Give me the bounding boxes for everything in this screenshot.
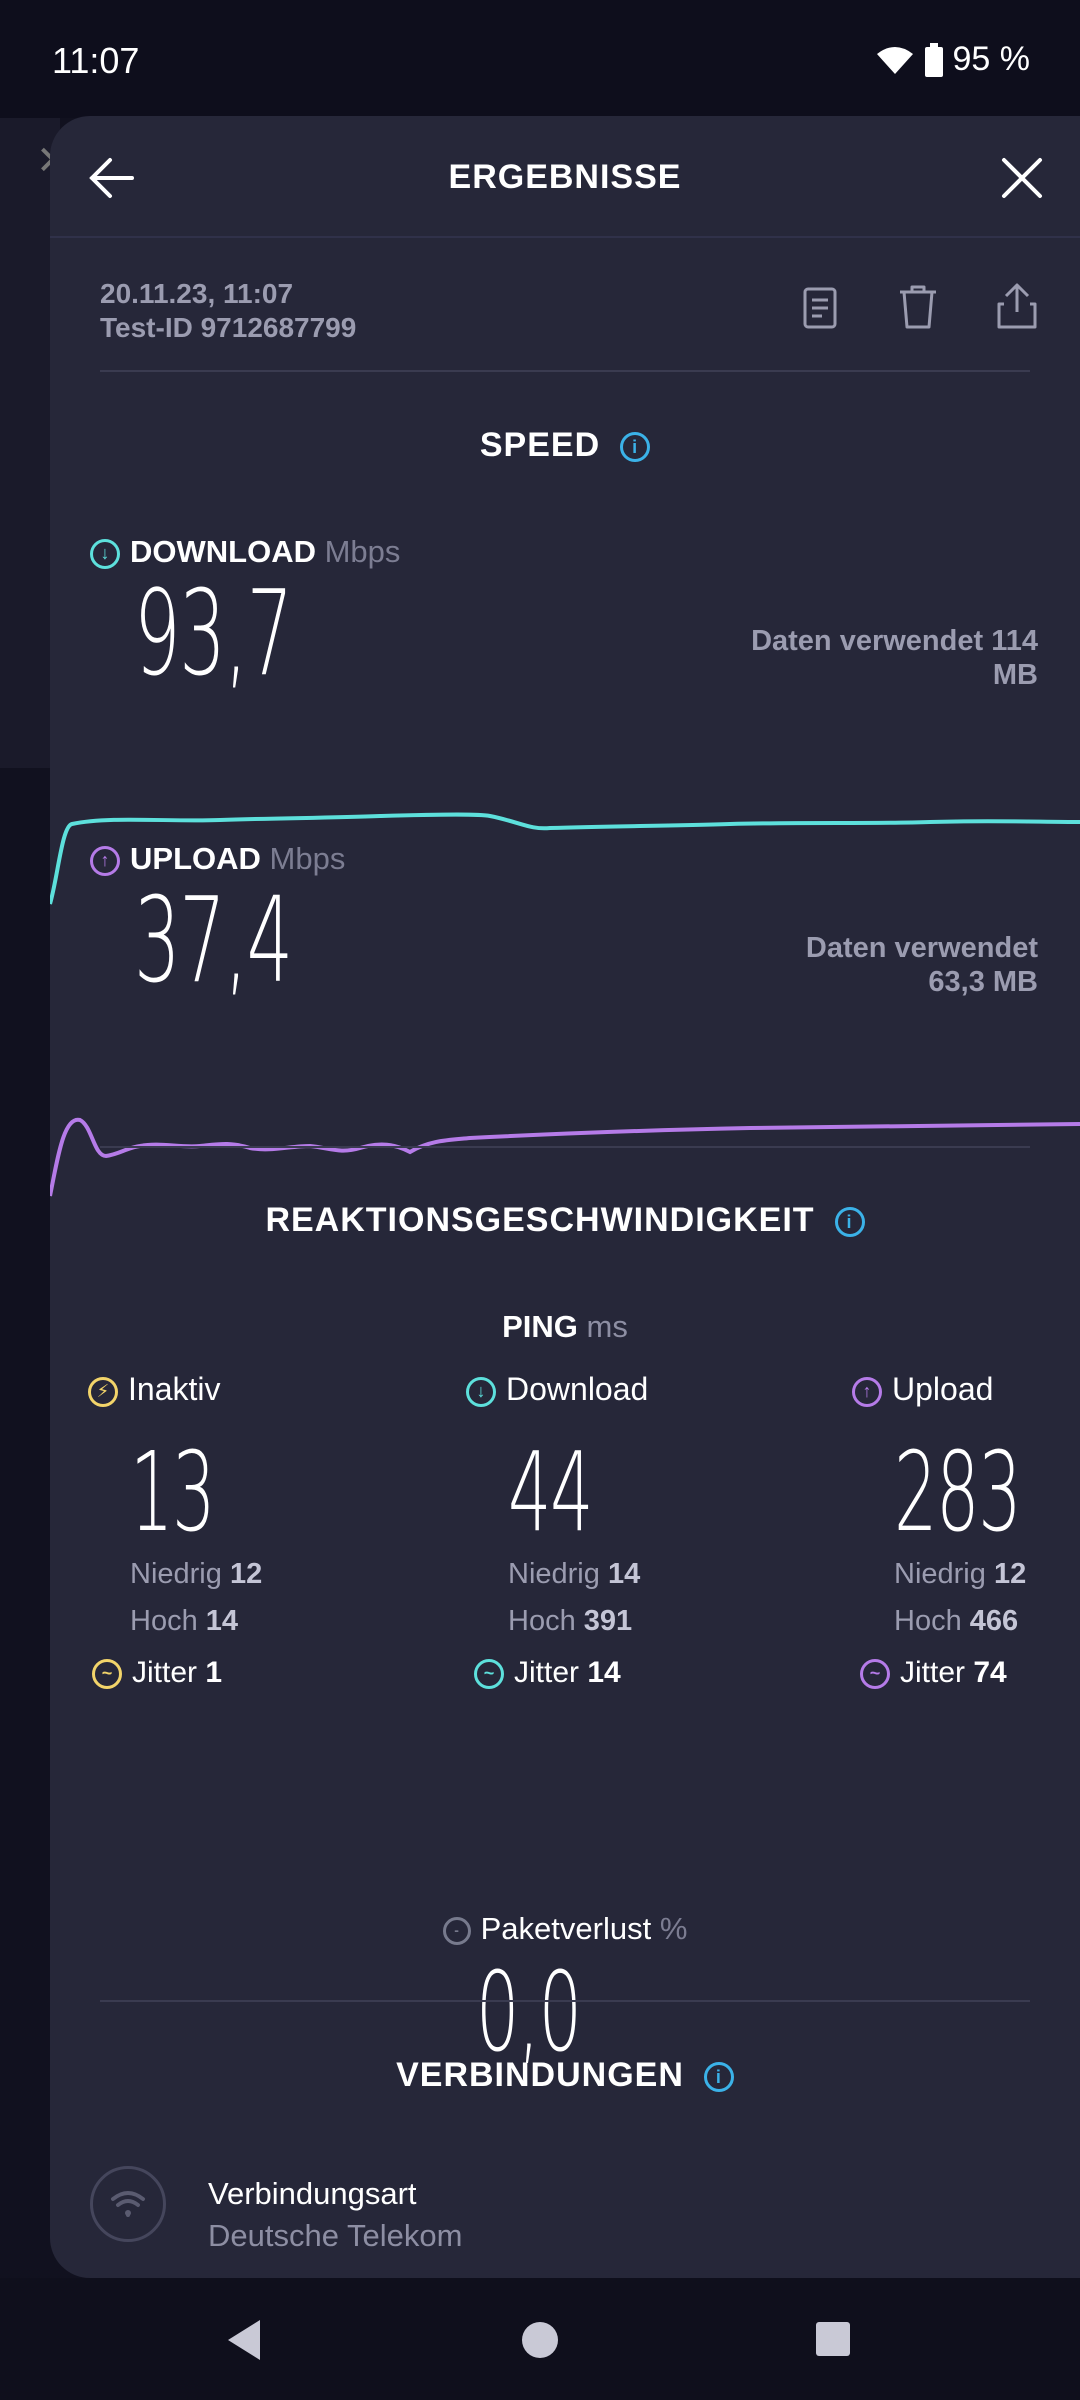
ping-upload-jitter: ~ Jitter 74 bbox=[860, 1656, 1080, 1690]
reaction-section-title: REAKTIONSGESCHWINDIGKEIT i bbox=[50, 1201, 1080, 1240]
ping-upload-low: Niedrig 12 bbox=[894, 1558, 1027, 1590]
nav-recents-icon[interactable] bbox=[814, 2320, 852, 2358]
share-icon[interactable] bbox=[996, 282, 1038, 330]
idle-bolt-icon: ⚡ bbox=[88, 1376, 118, 1407]
test-id: Test-ID 9712687799 bbox=[100, 312, 357, 343]
speed-title: SPEED bbox=[479, 426, 601, 464]
ping-download-jitter: ~ Jitter 14 bbox=[474, 1656, 648, 1690]
reaction-divider bbox=[100, 2000, 1030, 2002]
back-arrow-icon[interactable] bbox=[86, 156, 136, 200]
packet-loss-label: Paketverlust bbox=[480, 1911, 652, 1946]
upload-value: 37,4 bbox=[134, 871, 293, 1009]
upload-unit: Mbps bbox=[269, 841, 346, 876]
download-data-used: Daten verwendet 114 MB bbox=[751, 624, 1038, 692]
speed-divider bbox=[100, 1146, 1030, 1148]
close-icon[interactable] bbox=[1000, 156, 1044, 200]
upload-speed-line bbox=[50, 1117, 1080, 1197]
trash-icon[interactable] bbox=[898, 284, 938, 330]
packet-loss-unit: % bbox=[659, 1911, 688, 1946]
ping-download-high: Hoch 391 bbox=[508, 1605, 633, 1637]
test-date: 20.11.23, 11:07 bbox=[100, 278, 294, 309]
connections-info-icon[interactable]: i bbox=[703, 2062, 734, 2093]
reaction-info-icon[interactable]: i bbox=[834, 1207, 865, 1238]
jitter-icon: ~ bbox=[474, 1659, 504, 1690]
page-title: ERGEBNISSE bbox=[448, 158, 682, 196]
ping-idle-high: Hoch 14 bbox=[130, 1605, 239, 1637]
status-icons: 95 % bbox=[875, 40, 1031, 79]
ping-idle-low: Niedrig 12 bbox=[130, 1558, 263, 1590]
ping-upload-high: Hoch 466 bbox=[894, 1605, 1019, 1637]
upload-speed-graph bbox=[50, 1117, 1080, 1197]
speed-info-icon[interactable]: i bbox=[620, 432, 651, 463]
upload-arrow-icon: ↑ bbox=[90, 845, 120, 876]
download-arrow-icon: ↓ bbox=[90, 538, 120, 569]
download-data-used-line2: MB bbox=[992, 659, 1038, 691]
meta-divider bbox=[100, 370, 1030, 372]
ping-upload-column: ↑ Upload 283 Niedrig 12 Hoch 466 ~ Jitter … bbox=[852, 1371, 1080, 1690]
upload-data-used-line1: Daten verwendet bbox=[805, 932, 1038, 964]
document-icon[interactable] bbox=[802, 286, 838, 330]
ping-idle-label: Inaktiv bbox=[128, 1371, 221, 1407]
packet-loss-header: - Paketverlust % bbox=[50, 1911, 1080, 1947]
status-time: 11:07 bbox=[52, 40, 140, 81]
ping-header: PING ms bbox=[50, 1309, 1080, 1345]
ping-upload-icon: ↑ bbox=[852, 1376, 882, 1407]
reaction-title: REAKTIONSGESCHWINDIGKEIT bbox=[265, 1201, 815, 1239]
ping-download-value: 44 bbox=[508, 1428, 594, 1556]
battery-icon bbox=[924, 42, 943, 77]
connection-type-label: Verbindungsart bbox=[208, 2176, 417, 2211]
nav-home-icon[interactable] bbox=[520, 2320, 560, 2360]
upload-header: ↑ UPLOAD Mbps bbox=[90, 841, 345, 877]
upload-label: UPLOAD bbox=[130, 841, 261, 876]
download-label: DOWNLOAD bbox=[130, 534, 316, 569]
connections-section-title: VERBINDUNGEN i bbox=[50, 2056, 1080, 2095]
packet-loss-value: 0,0 bbox=[476, 1948, 582, 2076]
jitter-icon: ~ bbox=[860, 1659, 890, 1690]
download-speed-graph bbox=[50, 812, 1080, 905]
connections-title: VERBINDUNGEN bbox=[396, 2056, 684, 2094]
ping-unit: ms bbox=[586, 1309, 628, 1344]
ping-download-low: Niedrig 14 bbox=[508, 1558, 641, 1590]
speed-section-title: SPEED i bbox=[50, 426, 1080, 465]
ping-label: PING bbox=[502, 1309, 578, 1344]
header-divider bbox=[50, 236, 1080, 238]
navigation-bar bbox=[0, 2278, 1080, 2400]
ping-download-icon: ↓ bbox=[466, 1376, 496, 1407]
ping-download-column: ↓ Download 44 Niedrig 14 Hoch 391 ~ Jitter… bbox=[466, 1371, 648, 1690]
connection-wifi-icon bbox=[90, 2166, 166, 2242]
results-sheet: ERGEBNISSE 20.11.23, 11:07 Test-ID 97126… bbox=[50, 116, 1080, 2278]
download-speed-line bbox=[50, 812, 1080, 905]
ping-upload-value: 283 bbox=[894, 1428, 1022, 1556]
battery-level: 95 % bbox=[952, 40, 1031, 78]
status-bar: 11:07 95 % bbox=[0, 0, 1080, 118]
ping-idle-column: ⚡ Inaktiv 13 Niedrig 12 Hoch 14 ~ Jitter 1 bbox=[88, 1371, 266, 1690]
connection-provider: Deutsche Telekom bbox=[208, 2218, 463, 2253]
ping-download-label: Download bbox=[506, 1371, 649, 1407]
upload-data-used-line2: 63,3 MB bbox=[928, 966, 1038, 998]
nav-back-icon[interactable] bbox=[224, 2318, 264, 2362]
download-header: ↓ DOWNLOAD Mbps bbox=[90, 534, 400, 570]
jitter-icon: ~ bbox=[92, 1659, 122, 1690]
upload-data-used: Daten verwendet 63,3 MB bbox=[806, 931, 1038, 999]
download-data-used-line1: Daten verwendet 114 bbox=[751, 625, 1038, 657]
packet-loss-icon: - bbox=[442, 1916, 471, 1945]
download-value: 93,7 bbox=[134, 564, 293, 702]
ping-upload-label: Upload bbox=[892, 1371, 994, 1407]
ping-idle-jitter: ~ Jitter 1 bbox=[92, 1656, 266, 1690]
ping-idle-value: 13 bbox=[130, 1428, 216, 1556]
wifi-icon bbox=[876, 46, 913, 74]
download-unit: Mbps bbox=[324, 534, 401, 569]
